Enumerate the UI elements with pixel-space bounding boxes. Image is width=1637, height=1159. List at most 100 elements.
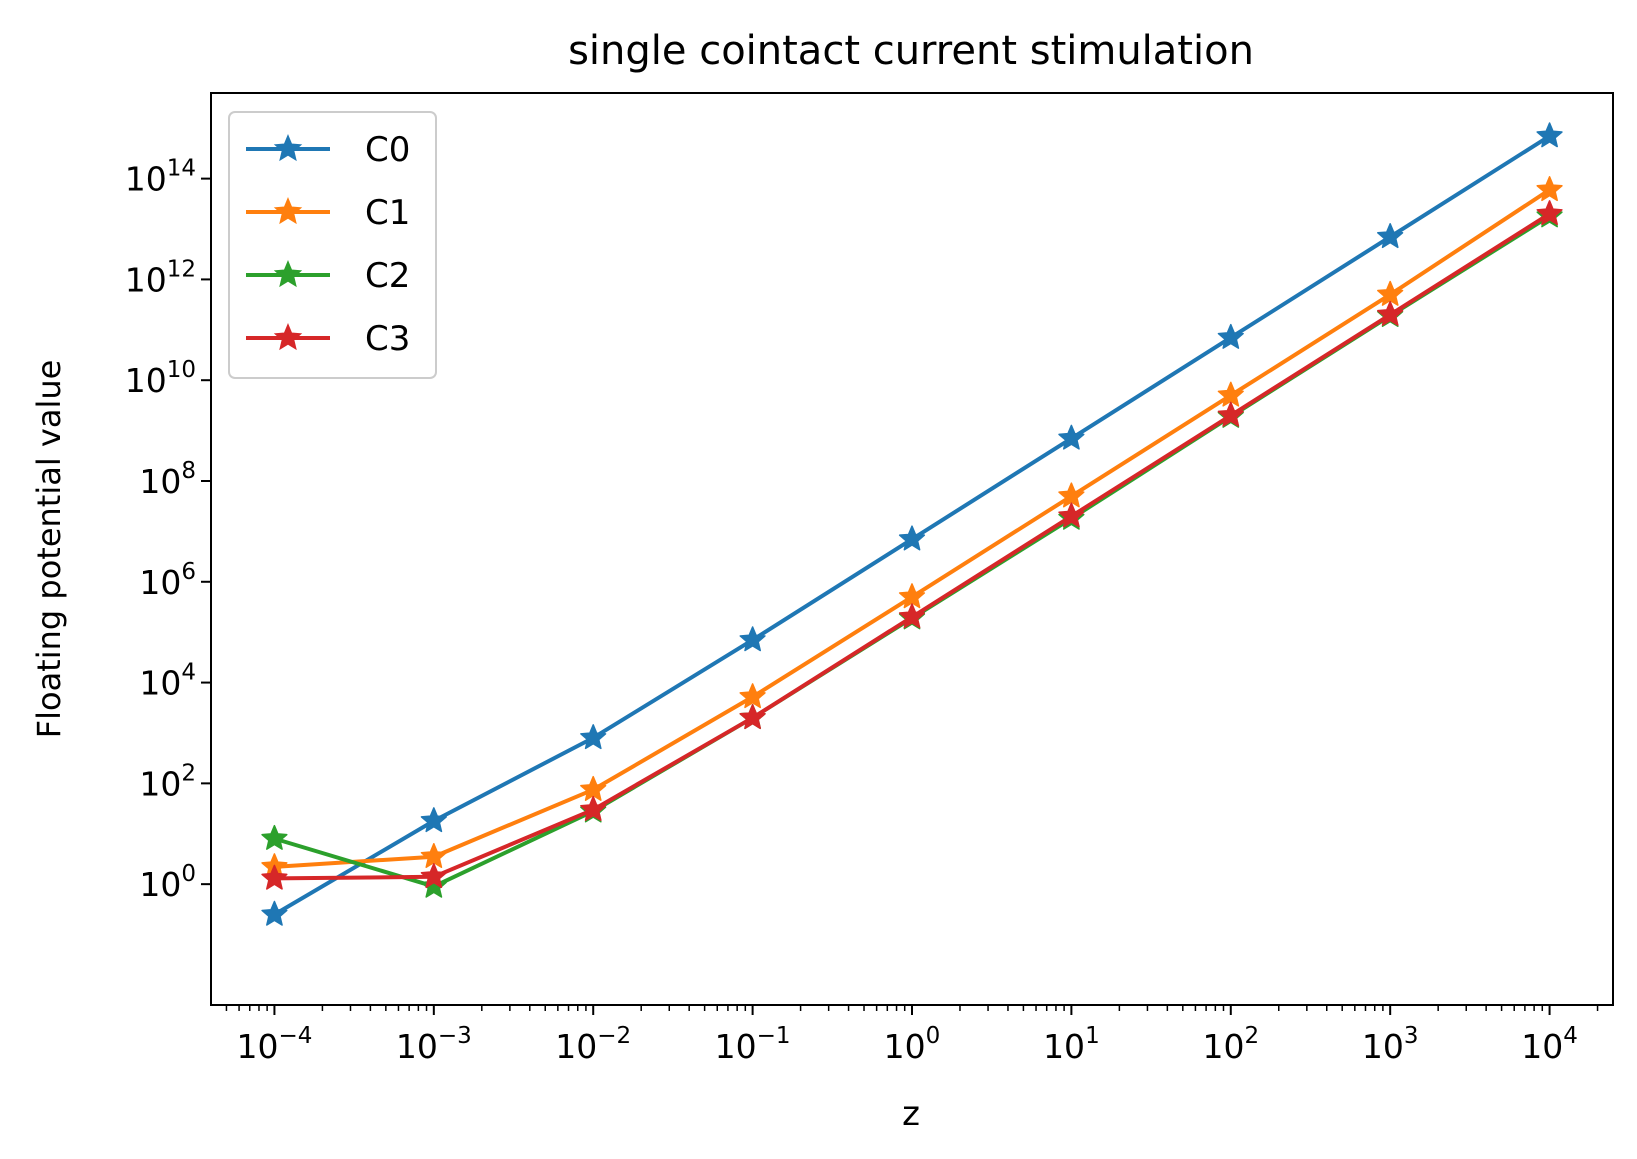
y-tick-base: 10 — [139, 865, 181, 904]
y-tick-base: 10 — [125, 260, 167, 299]
legend-item-C1: C1 — [246, 193, 410, 233]
series-C0 — [261, 122, 1563, 926]
y-tick-base: 10 — [139, 462, 181, 501]
x-tick-label: 103 — [1362, 1023, 1419, 1066]
y-tick-base: 10 — [139, 764, 181, 803]
x-tick-label: 101 — [1043, 1023, 1100, 1066]
legend-marker — [273, 134, 303, 162]
data-point — [1217, 381, 1244, 407]
x-tick-exponent: −2 — [597, 1023, 631, 1049]
x-tick-label: 102 — [1202, 1023, 1259, 1066]
y-tick-exponent: 8 — [181, 458, 196, 484]
y-tick-exponent: 6 — [181, 559, 196, 585]
x-tick-base: 10 — [884, 1027, 926, 1066]
axes-ticks: 10−4 10−3 10−2 10−1 100 101 102 103 104100102104… — [125, 156, 1599, 1066]
legend: C0 C1 C2 C3 — [228, 111, 437, 379]
y-tick-exponent: 12 — [167, 256, 196, 282]
data-point — [420, 807, 447, 833]
legend-label: C2 — [365, 256, 410, 296]
x-tick-label: 10−1 — [715, 1023, 791, 1066]
data-point — [1058, 482, 1085, 508]
x-tick-base: 10 — [236, 1027, 278, 1066]
data-point — [580, 724, 607, 750]
legend-label: C1 — [365, 193, 410, 233]
x-axis-label: z — [902, 1094, 920, 1134]
x-tick-base: 10 — [715, 1027, 757, 1066]
x-tick-label: 10−4 — [236, 1023, 312, 1066]
data-point — [1536, 176, 1563, 202]
y-tick-base: 10 — [125, 160, 167, 199]
legend-label: C3 — [365, 319, 410, 359]
y-tick-base: 10 — [139, 664, 181, 703]
data-point — [898, 583, 926, 609]
chart-title: single cointact current stimulation — [568, 28, 1254, 74]
x-tick-exponent: 0 — [926, 1023, 941, 1049]
x-tick-label: 10−3 — [396, 1023, 472, 1066]
data-point — [1058, 502, 1085, 528]
data-point — [261, 900, 288, 926]
x-tick-exponent: 2 — [1244, 1023, 1259, 1049]
x-tick-label: 104 — [1521, 1023, 1578, 1066]
legend-marker — [273, 197, 303, 225]
data-point — [1377, 300, 1404, 326]
y-tick-exponent: 10 — [167, 357, 196, 383]
data-point — [739, 704, 766, 730]
data-point — [739, 626, 766, 652]
legend-item-C0: C0 — [246, 130, 410, 170]
y-tick-exponent: 0 — [181, 861, 196, 887]
data-point — [1217, 401, 1244, 427]
x-tick-exponent: 1 — [1085, 1023, 1100, 1049]
y-tick-exponent: 14 — [167, 156, 196, 182]
legend-box — [228, 111, 437, 379]
x-tick-exponent: −4 — [278, 1023, 312, 1049]
y-tick-label: 108 — [139, 458, 196, 501]
y-tick-label: 1012 — [125, 256, 196, 299]
x-tick-exponent: 4 — [1563, 1023, 1578, 1049]
data-point — [1536, 200, 1563, 226]
series-C3 — [261, 200, 1563, 890]
y-tick-label: 104 — [139, 660, 196, 703]
y-tick-base: 10 — [139, 563, 181, 602]
data-point — [1536, 122, 1563, 148]
x-tick-base: 10 — [1202, 1027, 1244, 1066]
y-tick-exponent: 4 — [181, 660, 196, 686]
y-axis-label: Floating potential value — [30, 360, 68, 739]
x-tick-label: 10−2 — [555, 1023, 631, 1066]
data-point — [261, 864, 288, 890]
x-tick-base: 10 — [1043, 1027, 1085, 1066]
data-point — [1377, 280, 1404, 306]
legend-marker — [273, 323, 303, 351]
legend-item-C3: C3 — [246, 319, 410, 359]
x-tick-base: 10 — [1362, 1027, 1404, 1066]
y-tick-base: 10 — [125, 361, 167, 400]
x-tick-base: 10 — [1521, 1027, 1563, 1066]
data-point — [261, 824, 288, 850]
y-tick-label: 106 — [139, 559, 196, 602]
y-tick-label: 102 — [139, 760, 196, 803]
y-tick-label: 100 — [139, 861, 196, 904]
data-point — [420, 872, 447, 898]
data-point — [420, 863, 447, 889]
legend-item-C2: C2 — [246, 256, 410, 296]
y-tick-exponent: 2 — [181, 760, 196, 786]
x-tick-exponent: 3 — [1404, 1023, 1419, 1049]
x-tick-label: 100 — [884, 1023, 941, 1066]
x-tick-exponent: −3 — [438, 1023, 472, 1049]
data-point — [1217, 323, 1244, 349]
data-point — [580, 775, 607, 801]
data-point — [580, 795, 607, 821]
data-point — [1377, 223, 1404, 249]
data-point — [898, 525, 926, 551]
x-tick-exponent: −1 — [757, 1023, 791, 1049]
data-point — [1058, 424, 1085, 450]
plot-area — [261, 122, 1563, 926]
data-point — [898, 603, 926, 629]
y-tick-label: 1010 — [125, 357, 196, 400]
x-tick-base: 10 — [396, 1027, 438, 1066]
legend-label: C0 — [365, 130, 410, 170]
legend-marker — [273, 260, 303, 288]
x-tick-base: 10 — [555, 1027, 597, 1066]
y-tick-label: 1014 — [125, 156, 196, 199]
data-point — [739, 683, 766, 709]
